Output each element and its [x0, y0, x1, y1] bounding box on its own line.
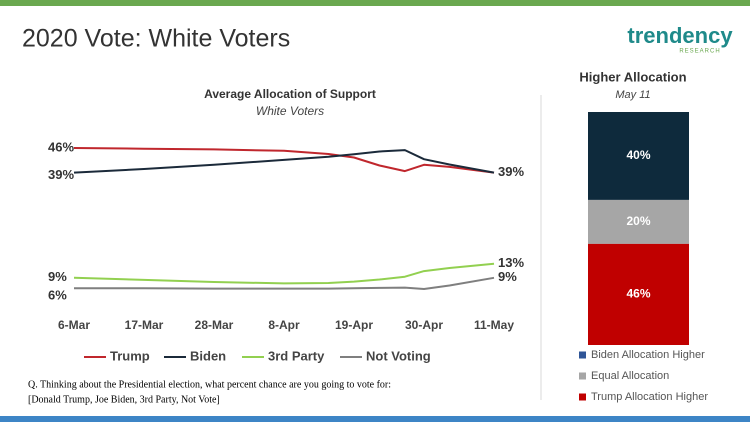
x-tick-label: 8-Apr — [268, 318, 300, 332]
legend-label: Biden Allocation Higher — [591, 349, 705, 361]
footnote: [Donald Trump, Joe Biden, 3rd Party, Not… — [28, 394, 220, 405]
legend-label: Biden — [190, 348, 226, 363]
bar-segment — [588, 112, 689, 200]
x-tick-label: 11-May — [474, 318, 514, 332]
series-line — [74, 276, 495, 290]
data-label: 6% — [48, 288, 67, 303]
bottom-band — [0, 416, 750, 422]
x-tick-label: 28-Mar — [195, 318, 234, 332]
data-label: 39% — [48, 167, 74, 182]
footnote: Q. Thinking about the Presidential elect… — [28, 379, 391, 390]
data-label: 40% — [626, 148, 650, 162]
bar-segment — [588, 243, 689, 345]
x-tick-label: 19-Apr — [335, 318, 373, 332]
top-band — [0, 0, 750, 6]
x-tick-label: 6-Mar — [58, 318, 90, 332]
legend-label: Trump Allocation Higher — [591, 391, 708, 403]
logo: trendency — [627, 23, 733, 48]
data-label: 46% — [626, 287, 650, 301]
legend-label: 3rd Party — [268, 348, 325, 363]
series-line — [73, 262, 495, 285]
legend-label: Equal Allocation — [591, 370, 669, 382]
bar-segment — [588, 199, 689, 244]
series-line — [73, 149, 495, 174]
data-label: 9% — [498, 269, 517, 284]
series-line — [73, 147, 495, 174]
x-tick-label: 30-Apr — [405, 318, 443, 332]
data-label: 39% — [498, 164, 524, 179]
data-label: 20% — [626, 214, 650, 228]
data-label: 46% — [48, 139, 74, 154]
chart-title: Average Allocation of Support — [204, 87, 376, 101]
x-tick-label: 17-Mar — [125, 318, 164, 332]
legend-swatch — [579, 372, 586, 380]
legend-label: Trump — [110, 348, 150, 363]
slide-title: 2020 Vote: White Voters — [22, 25, 290, 53]
legend-swatch — [579, 393, 586, 401]
data-label: 13% — [498, 255, 524, 270]
legend-label: Not Voting — [366, 348, 431, 363]
data-label: 9% — [48, 269, 67, 284]
bar-subtitle: May 11 — [615, 89, 650, 101]
chart-subtitle: White Voters — [256, 104, 324, 118]
legend-swatch — [579, 351, 586, 359]
logo-sub: RESEARCH — [679, 49, 720, 55]
bar-title: Higher Allocation — [579, 69, 686, 84]
